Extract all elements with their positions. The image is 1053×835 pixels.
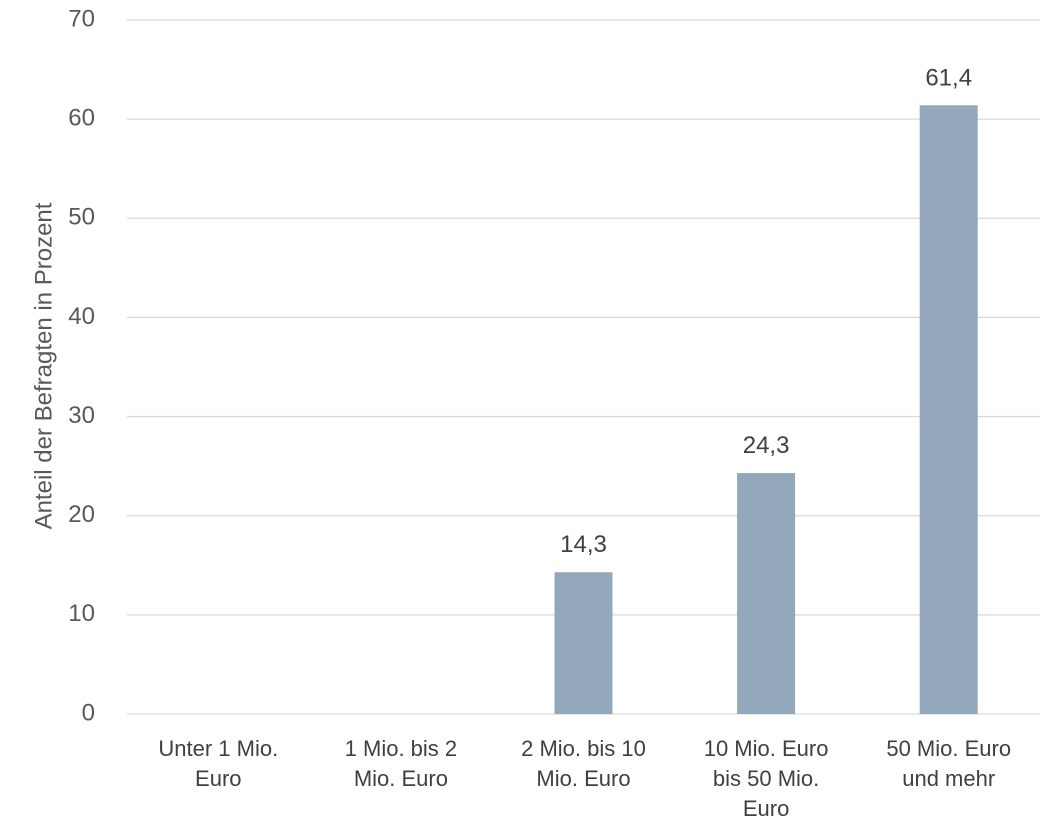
- x-category-label: Euro: [195, 766, 241, 791]
- bars: [554, 105, 978, 714]
- x-category-label: Mio. Euro: [536, 766, 630, 791]
- y-tick-label: 10: [68, 600, 95, 627]
- y-tick-label: 60: [68, 104, 95, 131]
- x-category-label: 2 Mio. bis 10: [521, 736, 646, 761]
- data-label: 24,3: [743, 432, 790, 459]
- x-axis-categories: Unter 1 Mio. Euro 1 Mio. bis 2 Mio. Euro 2 M…: [158, 736, 1011, 821]
- bar: [919, 105, 978, 714]
- data-label: 14,3: [560, 531, 607, 558]
- y-tick-label: 30: [68, 402, 95, 429]
- x-category-label: 1 Mio. bis 2: [345, 736, 458, 761]
- x-category-label: Mio. Euro: [354, 766, 448, 791]
- x-category-label: 10 Mio. Euro: [704, 736, 829, 761]
- data-label: 61,4: [925, 64, 972, 91]
- y-tick-label: 20: [68, 501, 95, 528]
- data-labels: 14,3 24,3 61,4: [560, 64, 972, 558]
- y-axis-ticks: 0 10 20 30 40 50 60 70: [68, 5, 95, 726]
- x-category-label: bis 50 Mio.: [713, 766, 819, 791]
- y-tick-label: 0: [82, 699, 95, 726]
- x-category-label: 50 Mio. Euro: [886, 736, 1011, 761]
- y-tick-label: 70: [68, 5, 95, 32]
- x-category-label: und mehr: [902, 766, 995, 791]
- y-axis-title: Anteil der Befragten in Prozent: [30, 202, 57, 529]
- y-tick-label: 50: [68, 204, 95, 231]
- bar: [737, 473, 796, 714]
- bar: [554, 572, 613, 714]
- gridlines: [127, 19, 1040, 715]
- y-tick-label: 40: [68, 303, 95, 330]
- x-category-label: Euro: [743, 796, 789, 821]
- x-category-label: Unter 1 Mio.: [158, 736, 278, 761]
